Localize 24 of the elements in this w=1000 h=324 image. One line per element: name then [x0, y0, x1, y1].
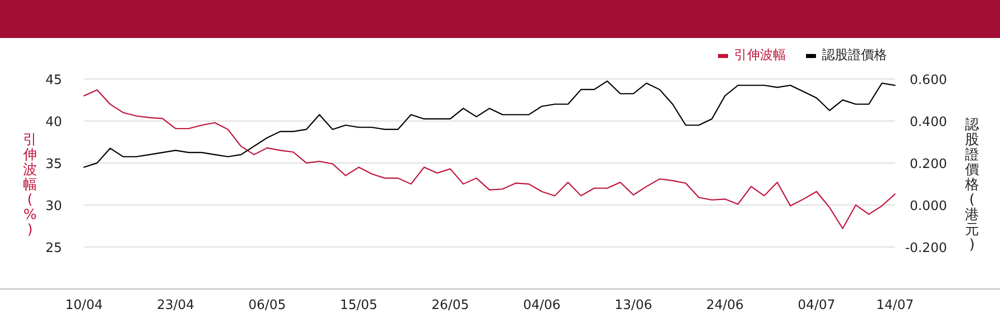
- x-tick-label: 24/06: [706, 298, 744, 313]
- x-tick-label: 13/06: [614, 298, 652, 313]
- x-tick-label: 15/05: [340, 298, 378, 313]
- legend-label: 引伸波幅: [734, 48, 786, 63]
- x-tick-label: 06/05: [248, 298, 286, 313]
- x-tick-label: 14/07: [876, 298, 914, 313]
- x-tick-label: 26/05: [432, 298, 469, 313]
- legend-label: 認股證價格: [822, 48, 887, 63]
- y-tick-label: 35: [45, 157, 62, 172]
- y2-tick-label: -0.200: [905, 241, 947, 256]
- x-tick-label: 23/04: [156, 298, 194, 313]
- y-tick-label: 25: [45, 241, 62, 256]
- y-axis-title: 引伸波幅(%): [23, 132, 37, 238]
- y2-tick-label: 0.200: [910, 157, 947, 172]
- y2-tick-label: 0.000: [910, 199, 947, 214]
- y-tick-label: 40: [45, 115, 62, 130]
- y2-tick-label: 0.600: [910, 73, 947, 88]
- x-tick-label: 04/07: [798, 298, 836, 313]
- x-tick-label: 04/06: [523, 298, 561, 313]
- y-tick-label: 30: [45, 199, 62, 214]
- y-tick-label: 45: [45, 73, 62, 88]
- y2-tick-label: 0.400: [910, 115, 947, 130]
- x-tick-label: 10/04: [65, 298, 103, 313]
- y2-axis-title: 認股證價格(港元): [965, 117, 979, 253]
